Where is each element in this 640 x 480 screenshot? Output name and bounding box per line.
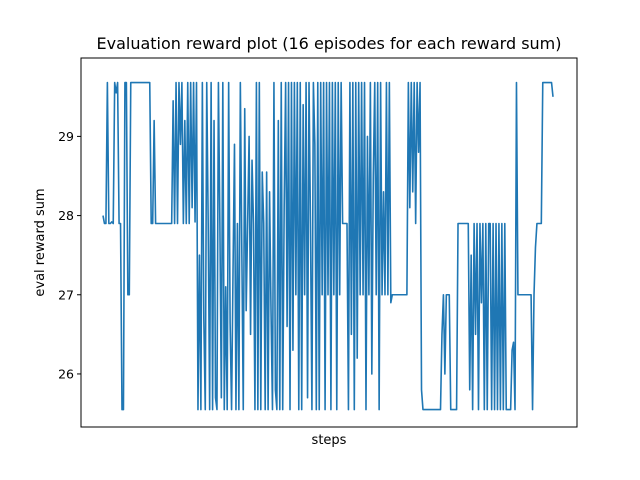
chart-title: Evaluation reward plot (16 episodes for … — [97, 34, 562, 53]
y-axis-label: eval reward sum — [33, 188, 48, 296]
plot-area — [102, 81, 554, 411]
y-axis: 26 27 28 29 — [58, 129, 81, 381]
axes-frame — [80, 57, 578, 428]
y-tick-label: 28 — [58, 208, 74, 223]
series-line-0 — [102, 81, 554, 411]
y-tick-label: 29 — [58, 129, 74, 144]
x-axis-label: steps — [312, 433, 347, 448]
y-tick-label: 26 — [58, 366, 74, 381]
y-tick-label: 27 — [58, 287, 74, 302]
